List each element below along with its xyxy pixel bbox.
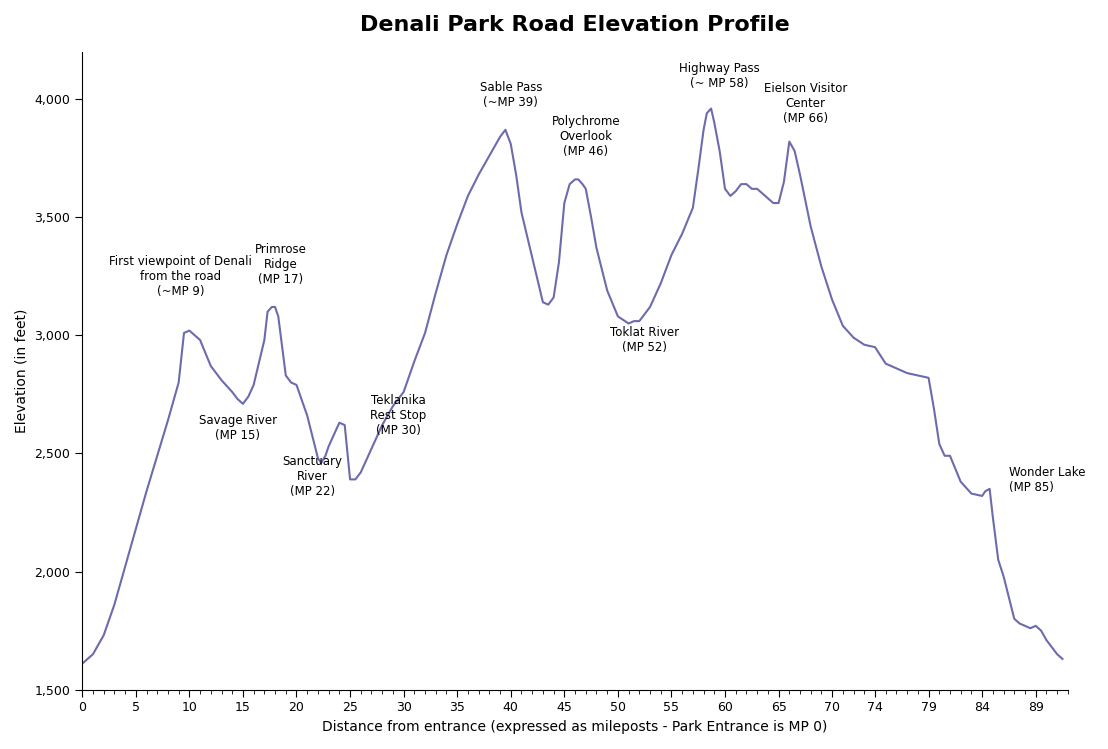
Text: Wonder Lake
(MP 85): Wonder Lake (MP 85) [1009, 466, 1086, 494]
Text: Eielson Visitor
Center
(MP 66): Eielson Visitor Center (MP 66) [763, 82, 847, 125]
Text: Savage River
(MP 15): Savage River (MP 15) [198, 413, 277, 442]
Title: Denali Park Road Elevation Profile: Denali Park Road Elevation Profile [360, 15, 790, 35]
Text: Polychrome
Overlook
(MP 46): Polychrome Overlook (MP 46) [552, 115, 620, 158]
Text: Primrose
Ridge
(MP 17): Primrose Ridge (MP 17) [255, 243, 307, 285]
Text: Sanctuary
River
(MP 22): Sanctuary River (MP 22) [283, 455, 342, 498]
Text: Toklat River
(MP 52): Toklat River (MP 52) [611, 327, 679, 354]
X-axis label: Distance from entrance (expressed as mileposts - Park Entrance is MP 0): Distance from entrance (expressed as mil… [322, 720, 828, 734]
Text: Sable Pass
(~MP 39): Sable Pass (~MP 39) [480, 81, 542, 109]
Text: Teklanika
Rest Stop
(MP 30): Teklanika Rest Stop (MP 30) [370, 394, 427, 437]
Text: First viewpoint of Denali
from the road
(~MP 9): First viewpoint of Denali from the road … [110, 255, 253, 297]
Y-axis label: Elevation (in feet): Elevation (in feet) [16, 309, 29, 433]
Text: Highway Pass
(~ MP 58): Highway Pass (~ MP 58) [679, 61, 760, 90]
